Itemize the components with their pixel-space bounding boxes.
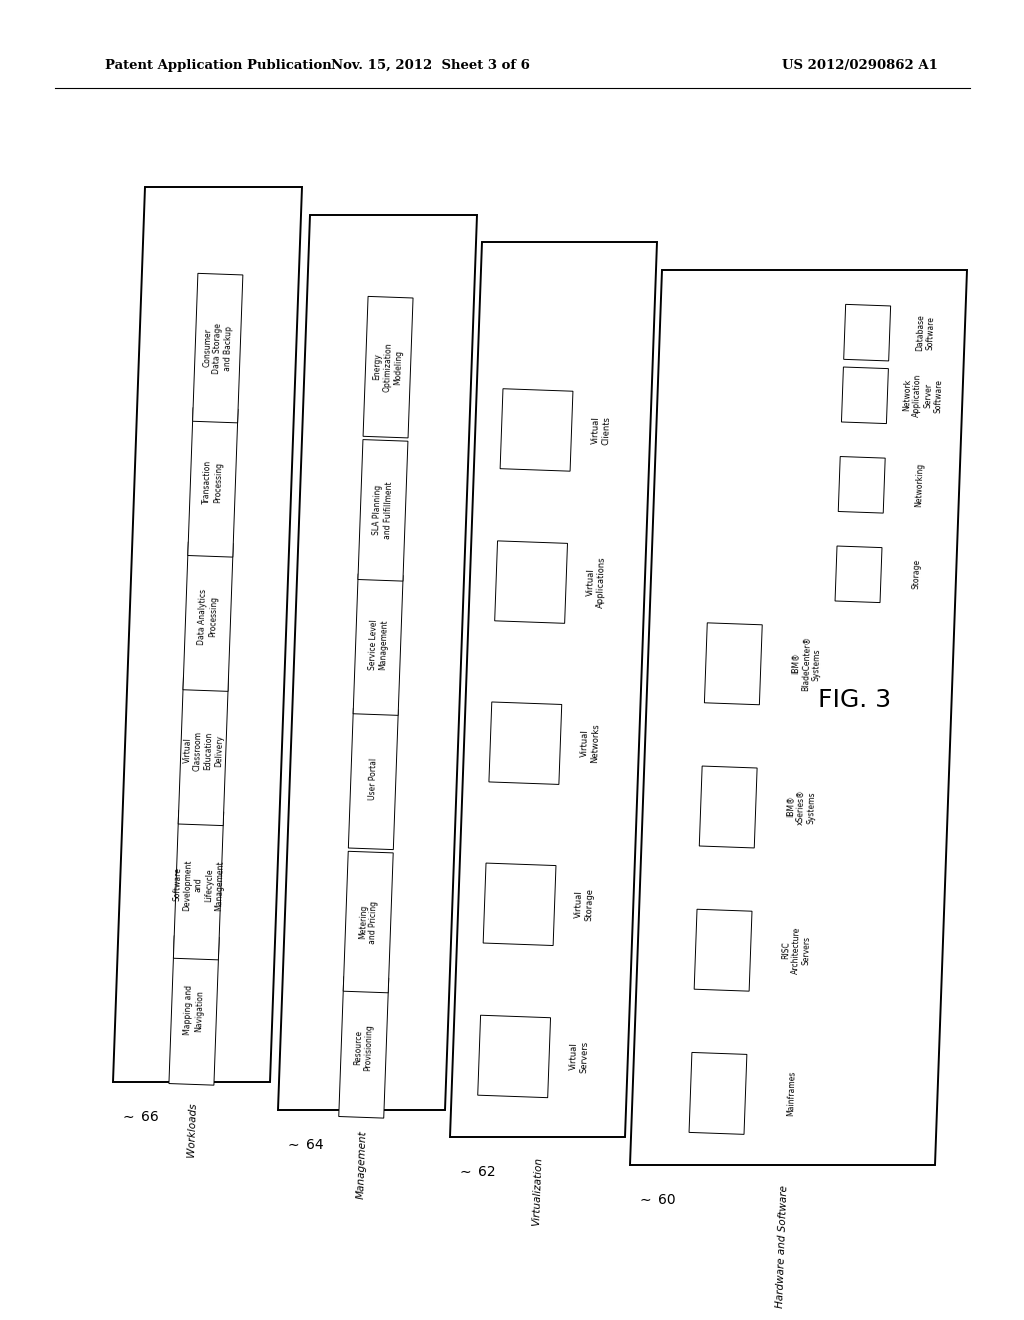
Text: Virtual
Storage: Virtual Storage — [574, 887, 595, 921]
Text: Energy
Optimization
Modeling: Energy Optimization Modeling — [373, 342, 403, 392]
Bar — [353, 574, 403, 715]
Text: Hardware and Software: Hardware and Software — [775, 1185, 790, 1308]
Text: Nov. 15, 2012  Sheet 3 of 6: Nov. 15, 2012 Sheet 3 of 6 — [331, 58, 529, 71]
Text: Virtual
Networks: Virtual Networks — [580, 723, 600, 763]
Text: ∼: ∼ — [459, 1166, 471, 1179]
Text: User Portal: User Portal — [368, 758, 379, 800]
Text: 66: 66 — [141, 1110, 159, 1125]
Text: FIG. 3: FIG. 3 — [818, 688, 892, 711]
Bar — [839, 457, 885, 513]
Text: Consumer
Data Storage
and Backup: Consumer Data Storage and Backup — [202, 322, 233, 374]
Text: Database
Software: Database Software — [914, 314, 936, 351]
Polygon shape — [450, 242, 657, 1137]
Text: Management: Management — [355, 1130, 368, 1199]
Bar — [495, 541, 567, 623]
Text: IBM®
BladeCenter®
Systems: IBM® BladeCenter® Systems — [791, 636, 822, 692]
Polygon shape — [278, 215, 477, 1110]
Bar — [364, 297, 413, 438]
Text: Networking: Networking — [914, 462, 925, 507]
Text: 62: 62 — [478, 1166, 496, 1179]
Bar — [478, 1015, 551, 1098]
Bar — [193, 273, 243, 422]
Bar — [842, 367, 889, 424]
Text: Network
Application
Server
Software: Network Application Server Software — [902, 374, 944, 417]
Bar — [173, 810, 223, 960]
Text: Data Analytics
Processing: Data Analytics Processing — [198, 589, 219, 645]
Text: 64: 64 — [306, 1138, 324, 1152]
Bar — [844, 305, 891, 360]
Text: Storage: Storage — [911, 560, 922, 590]
Polygon shape — [113, 187, 302, 1082]
Bar — [694, 909, 752, 991]
Bar — [348, 708, 398, 850]
Text: SLA Planning
and Fulfillment: SLA Planning and Fulfillment — [372, 482, 393, 540]
Text: Virtual
Classroom
Education
Delivery: Virtual Classroom Education Delivery — [182, 730, 224, 772]
Text: Resource
Provisioning: Resource Provisioning — [353, 1023, 374, 1071]
Text: Virtual
Applications: Virtual Applications — [586, 556, 606, 609]
Text: ∼: ∼ — [122, 1110, 134, 1125]
Text: Mainframes: Mainframes — [785, 1071, 797, 1117]
Bar — [169, 936, 219, 1085]
Bar — [483, 863, 556, 945]
Text: Patent Application Publication: Patent Application Publication — [105, 58, 332, 71]
Bar — [705, 623, 762, 705]
Text: ∼: ∼ — [639, 1193, 651, 1206]
Text: Mapping and
Navigation: Mapping and Navigation — [183, 985, 205, 1036]
Text: ∼: ∼ — [287, 1138, 299, 1152]
Text: RISC
Architecture
Servers: RISC Architecture Servers — [780, 927, 812, 974]
Bar — [178, 676, 228, 825]
Bar — [835, 546, 882, 603]
Text: Workloads: Workloads — [185, 1102, 198, 1156]
Bar — [187, 408, 238, 557]
Text: US 2012/0290862 A1: US 2012/0290862 A1 — [782, 58, 938, 71]
Bar — [358, 440, 408, 581]
Text: IBM®
xSeries®
Systems: IBM® xSeries® Systems — [785, 789, 817, 825]
Bar — [343, 851, 393, 993]
Bar — [689, 1052, 746, 1134]
Polygon shape — [630, 271, 967, 1166]
Text: Virtual
Clients: Virtual Clients — [591, 416, 611, 445]
Bar — [488, 702, 562, 784]
Text: Transaction
Processing: Transaction Processing — [203, 459, 223, 504]
Text: 60: 60 — [658, 1193, 676, 1206]
Bar — [339, 977, 389, 1118]
Text: Virtual
Servers: Virtual Servers — [568, 1040, 589, 1073]
Bar — [183, 541, 233, 692]
Bar — [500, 388, 573, 471]
Text: Metering
and Pricing: Metering and Pricing — [357, 900, 379, 944]
Text: Service Level
Management: Service Level Management — [368, 619, 389, 671]
Bar — [699, 766, 757, 847]
Text: Software
Development
and
Lifecycle
Management: Software Development and Lifecycle Manag… — [172, 858, 224, 912]
Text: Virtualization: Virtualization — [531, 1158, 544, 1226]
